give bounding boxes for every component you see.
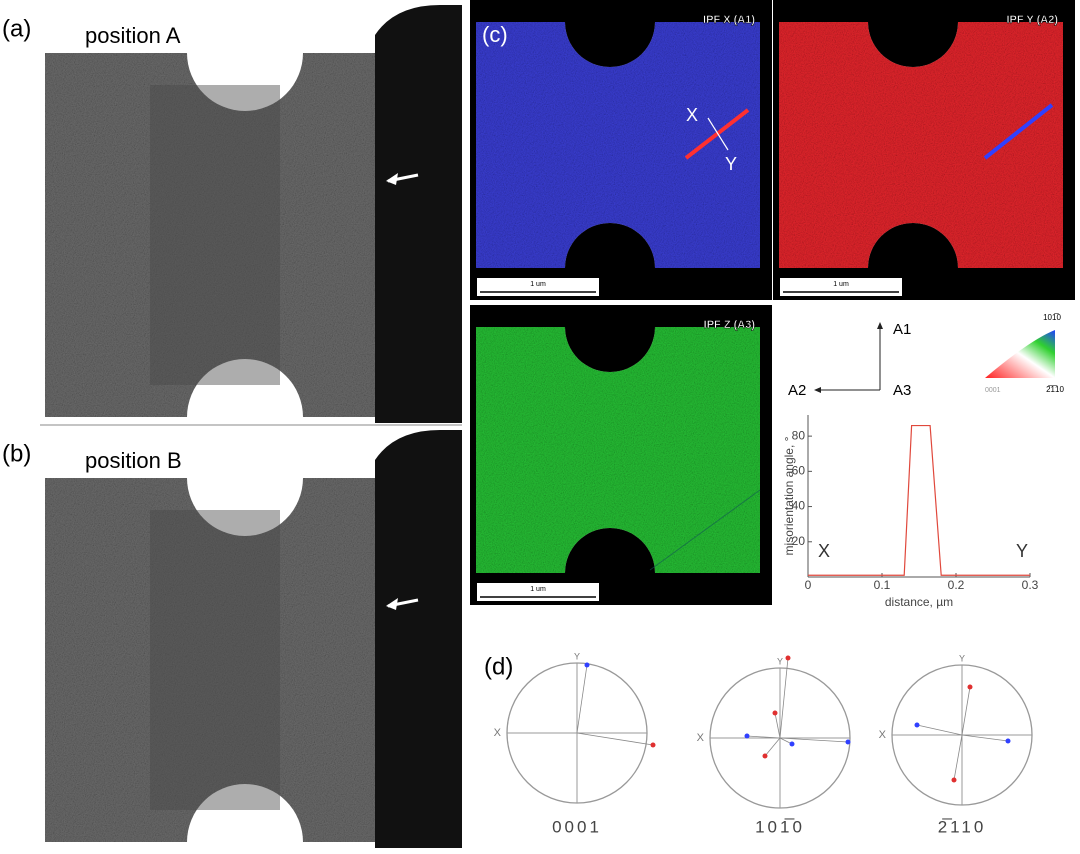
line-end: X <box>686 105 698 125</box>
x-tick-label: 0 <box>805 578 812 592</box>
specimen <box>45 478 385 842</box>
holder <box>375 430 462 848</box>
y-tick-label: 40 <box>792 499 806 513</box>
panel-label: (a) <box>2 15 31 42</box>
line-end: Y <box>725 154 737 174</box>
pole-axis-label: X <box>697 732 705 744</box>
pole-point <box>650 742 656 748</box>
pole-ray <box>746 735 781 739</box>
map-title: IPF Y (A2) <box>1006 14 1058 26</box>
profile-line <box>707 117 729 151</box>
pole-point <box>584 662 590 668</box>
panel-label: (b) <box>2 440 31 467</box>
pole-plane: 101̅0 <box>755 817 805 836</box>
pole-ray <box>961 734 1009 742</box>
pole-point <box>785 655 791 661</box>
arrow-head <box>877 322 883 329</box>
map-title: IPF Z (A3) <box>704 319 756 331</box>
band <box>150 510 280 810</box>
y-tick-label: 20 <box>792 534 806 548</box>
y-tick-label: 80 <box>792 428 806 442</box>
pole-point <box>967 684 973 690</box>
pole-point <box>914 722 920 728</box>
x-tick-label: 0.1 <box>874 578 891 592</box>
map-specimen <box>476 22 760 268</box>
pole-point <box>1005 738 1011 744</box>
boundary <box>649 489 761 571</box>
panel-label: (d) <box>484 653 513 680</box>
panel-caption: position B <box>85 448 182 473</box>
color-key <box>985 330 1055 378</box>
pole-point <box>772 710 778 716</box>
pole-point <box>762 753 768 759</box>
pole-plane: 0001 <box>552 817 602 836</box>
arrow-head <box>386 173 398 185</box>
pole-point <box>951 777 957 783</box>
pole-ray <box>774 712 781 739</box>
scale-label: 1 um <box>530 281 546 288</box>
key-corner: 2̅1̅10 <box>1046 385 1064 394</box>
map-specimen <box>476 327 760 573</box>
pole-axis-label: Y <box>777 656 783 666</box>
pole-ray <box>961 686 971 736</box>
chart-annotation: X <box>818 541 830 561</box>
specimen <box>45 53 385 417</box>
key-corner: 0001 <box>985 387 1001 394</box>
pole-ray <box>779 657 789 739</box>
arrow-head <box>814 387 821 393</box>
boundary <box>983 103 1054 160</box>
pole-point <box>789 741 795 747</box>
pole-ray <box>953 734 963 781</box>
pole-axis-label: X <box>494 727 502 739</box>
x-axis-label: distance, µm <box>885 595 953 609</box>
key-corner: 101̅0 <box>1043 313 1061 322</box>
pole-ray <box>764 737 781 757</box>
y-axis-label: misorientation angle, ° <box>782 436 796 555</box>
pole-axis-label: Y <box>959 653 965 663</box>
axis-name: A3 <box>893 382 911 399</box>
axis-name: A2 <box>788 382 806 399</box>
pole-axis-label: Y <box>574 651 580 661</box>
band <box>150 85 280 385</box>
arrow-head <box>386 598 398 610</box>
x-tick-label: 0.3 <box>1022 578 1039 592</box>
scale-label: 1 um <box>833 281 849 288</box>
pole-ray <box>576 664 588 734</box>
scale-label: 1 um <box>530 586 546 593</box>
pole-point <box>845 739 851 745</box>
pole-ray <box>779 737 849 743</box>
holder <box>375 5 462 423</box>
pole-plane: 2̅110 <box>938 817 987 836</box>
x-tick-label: 0.2 <box>948 578 965 592</box>
panel-label: (c) <box>482 22 508 47</box>
pole-ray <box>916 724 963 736</box>
boundary <box>684 108 750 160</box>
line-series <box>808 424 1030 576</box>
pole-ray <box>576 732 654 746</box>
pole-point <box>744 733 750 739</box>
pole-axis-label: X <box>879 729 887 741</box>
axis-name: A1 <box>893 321 911 338</box>
map-title: IPF X (A1) <box>703 14 755 26</box>
y-tick-label: 60 <box>792 464 806 478</box>
map-specimen <box>779 22 1063 268</box>
chart-annotation: Y <box>1016 541 1028 561</box>
panel-caption: position A <box>85 23 181 48</box>
